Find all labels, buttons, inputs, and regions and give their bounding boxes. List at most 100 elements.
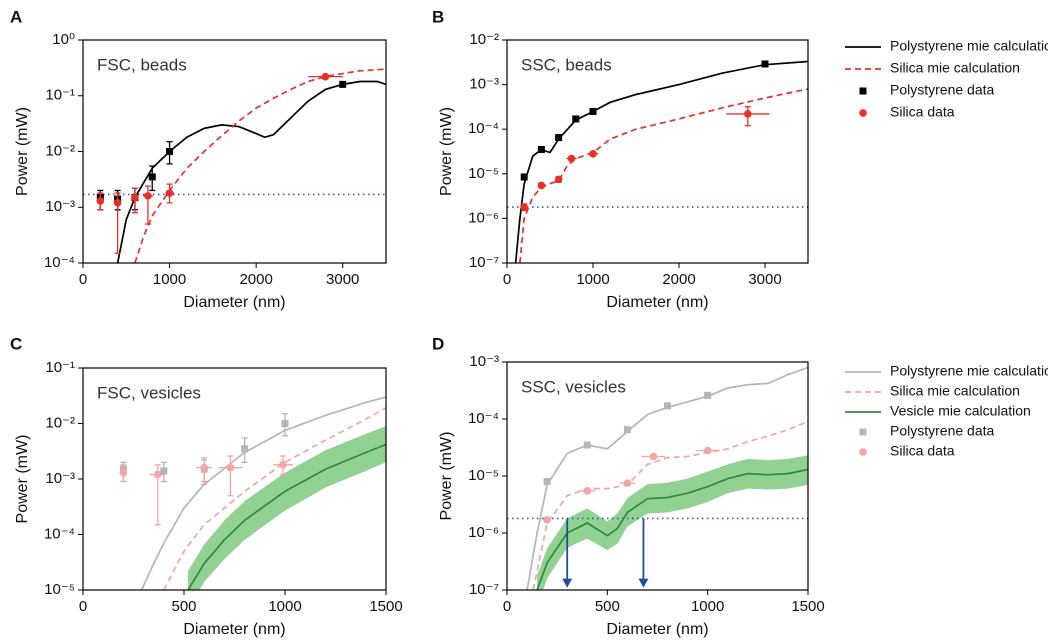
x-tick-label: 0 — [503, 598, 511, 615]
x-tick-label: 1500 — [791, 598, 824, 615]
x-tick-label: 2000 — [662, 271, 695, 288]
y-tick-label: 10⁻² — [45, 414, 75, 431]
data-point — [153, 470, 162, 479]
data-point — [279, 461, 287, 469]
mie-curve — [519, 88, 808, 263]
axes-frame — [82, 367, 387, 591]
x-tick-label: 1000 — [268, 598, 301, 615]
y-tick-label: 10⁻¹ — [45, 359, 75, 376]
axes-frame — [506, 361, 809, 591]
data-point — [96, 197, 105, 205]
panel-label: B — [432, 7, 444, 26]
data-point — [583, 486, 592, 495]
x-tick-label: 500 — [595, 598, 620, 615]
data-point — [166, 148, 174, 155]
data-point — [543, 516, 551, 524]
arrow-head — [638, 578, 649, 588]
data-point — [623, 479, 632, 487]
data-point — [583, 441, 591, 449]
data-point — [704, 391, 712, 399]
annotation: SSC, vesicles — [521, 377, 626, 396]
y-tick-label: 10⁰ — [52, 31, 75, 48]
data-point — [572, 115, 580, 123]
x-tick-label: 0 — [79, 598, 87, 615]
x-tick-label: 0 — [503, 271, 511, 288]
data-point — [281, 420, 289, 427]
data-point — [165, 189, 174, 197]
y-axis-label: Power (mW) — [438, 107, 455, 196]
y-tick-label: 10⁻⁴ — [468, 120, 499, 137]
uncertainty-band — [188, 426, 386, 590]
legend-swatch — [859, 448, 867, 456]
mie-curve — [526, 366, 808, 590]
data-point — [537, 146, 545, 154]
legend-label: Polystyrene data — [890, 82, 994, 98]
legend-label: Silica data — [890, 443, 955, 459]
data-point — [649, 452, 658, 461]
x-axis-label: Diameter (nm) — [606, 294, 708, 311]
plot-area — [507, 60, 808, 263]
y-axis-label: Power (mW) — [14, 435, 31, 524]
data-point — [537, 181, 546, 190]
x-tick-label: 0 — [79, 271, 87, 288]
legend-label: Vesicle mie calculation — [890, 403, 1031, 419]
legend-label: Silica data — [890, 104, 955, 120]
y-tick-label: 10⁻⁵ — [44, 581, 75, 598]
legend-label: Silica mie calculation — [890, 60, 1020, 76]
data-point — [144, 192, 152, 200]
y-tick-label: 10⁻⁶ — [468, 209, 499, 226]
data-point — [623, 426, 631, 434]
y-tick-label: 10⁻⁵ — [468, 467, 499, 484]
mie-curve — [187, 443, 386, 590]
data-point — [703, 446, 712, 455]
y-tick-label: 10⁻³ — [469, 353, 499, 370]
mie-curve — [514, 60, 808, 263]
mie-curve — [532, 420, 808, 590]
data-point — [321, 72, 330, 81]
annotation: SSC, beads — [521, 55, 612, 74]
data-point — [543, 478, 551, 486]
legend-label: Silica mie calculation — [890, 383, 1020, 399]
data-point — [744, 110, 752, 118]
data-point — [131, 193, 139, 202]
x-tick-label: 500 — [171, 598, 196, 615]
panel-label: A — [10, 7, 22, 26]
data-point — [160, 467, 168, 475]
y-tick-label: 10⁻⁴ — [468, 410, 499, 427]
x-tick-label: 3000 — [748, 271, 781, 288]
legend-swatch — [859, 109, 867, 117]
x-tick-label: 2000 — [239, 271, 272, 288]
plot-area — [83, 68, 386, 263]
uncertainty-band — [537, 455, 808, 590]
y-tick-label: 10⁻³ — [45, 470, 75, 487]
data-point — [664, 402, 672, 410]
x-axis-label: Diameter (nm) — [183, 621, 285, 638]
data-point — [589, 150, 597, 158]
y-tick-label: 10⁻¹ — [45, 87, 75, 104]
y-axis-label: Power (mW) — [14, 107, 31, 196]
y-tick-label: 10⁻⁵ — [468, 165, 499, 182]
axes-frame — [506, 39, 809, 264]
x-tick-label: 1000 — [576, 271, 609, 288]
y-tick-label: 10⁻² — [45, 142, 75, 159]
annotation: FSC, beads — [97, 55, 187, 74]
x-tick-label: 1000 — [691, 598, 724, 615]
mie-curve — [536, 468, 808, 590]
data-point — [589, 107, 597, 115]
data-point — [555, 134, 563, 142]
data-point — [554, 175, 563, 184]
mie-curve — [116, 80, 386, 263]
x-tick-label: 1500 — [369, 598, 402, 615]
data-point — [241, 445, 249, 453]
legend-label: Polystyrene data — [890, 423, 994, 439]
x-axis-label: Diameter (nm) — [183, 294, 285, 311]
data-point — [113, 199, 122, 207]
data-point — [761, 60, 769, 68]
legend-swatch — [859, 428, 867, 436]
y-tick-label: 10⁻⁷ — [469, 581, 499, 598]
legend-label: Polystyrene mie calculation — [890, 363, 1048, 379]
y-tick-label: 10⁻⁷ — [469, 254, 499, 271]
data-point — [520, 173, 528, 181]
mie-curve — [134, 68, 386, 263]
